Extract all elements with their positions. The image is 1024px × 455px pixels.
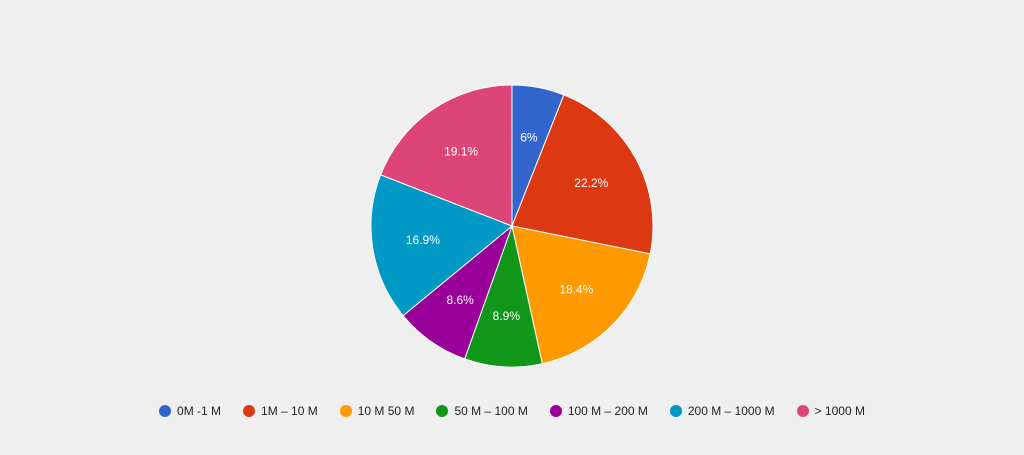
legend-swatch-200m-1000m <box>669 405 682 417</box>
legend-label-10m-50m: 10 M 50 M <box>357 404 415 418</box>
legend-swatch-over-1000m <box>796 405 809 417</box>
pie-slice-label-0: 6% <box>520 130 538 144</box>
legend-item-1m-10m[interactable]: 1M – 10 M <box>243 404 318 418</box>
legend-item-0m-1m[interactable]: 0M -1 M <box>159 404 221 418</box>
pie-slice-2[interactable] <box>511 225 651 365</box>
legend-swatch-10m-50m <box>339 405 352 417</box>
legend-swatch-0m-1m <box>159 405 172 417</box>
pie-slice-label-5: 16.9% <box>406 233 440 247</box>
pie-slice-label-1: 22.2% <box>574 176 608 190</box>
legend-label-100m-200m: 100 M – 200 M <box>567 404 648 418</box>
pie-slice-1[interactable] <box>511 94 654 255</box>
legend-swatch-1m-10m <box>243 405 256 417</box>
pie-slice-label-3: 8.9% <box>493 309 521 323</box>
legend-label-200m-1000m: 200 M – 1000 M <box>687 404 775 418</box>
legend-item-50m-100m[interactable]: 50 M – 100 M <box>436 404 528 418</box>
pie-slice-5[interactable] <box>370 174 513 317</box>
legend-swatch-100m-200m <box>549 405 562 417</box>
legend-label-0m-1m: 0M -1 M <box>177 404 222 418</box>
pie-slice-6[interactable] <box>379 84 513 227</box>
legend-item-100m-200m[interactable]: 100 M – 200 M <box>549 404 648 418</box>
legend-label-1m-10m: 1M – 10 M <box>261 404 318 418</box>
legend-label-over-1000m: > 1000 M <box>814 404 865 418</box>
legend-item-10m-50m[interactable]: 10 M 50 M <box>339 404 415 418</box>
pie-slice-label-2: 18.4% <box>559 282 593 296</box>
legend-item-200m-1000m[interactable]: 200 M – 1000 M <box>669 404 775 418</box>
legend-swatch-50m-100m <box>436 405 449 417</box>
pie-slice-label-6: 19.1% <box>444 144 478 158</box>
pie-slice-label-4: 8.6% <box>446 293 474 307</box>
legend-label-50m-100m: 50 M – 100 M <box>454 404 528 418</box>
legend: 0M -1 M 1M – 10 M 10 M 50 M 50 M – 100 M… <box>0 402 1024 420</box>
legend-item-over-1000m[interactable]: > 1000 M <box>796 404 865 418</box>
